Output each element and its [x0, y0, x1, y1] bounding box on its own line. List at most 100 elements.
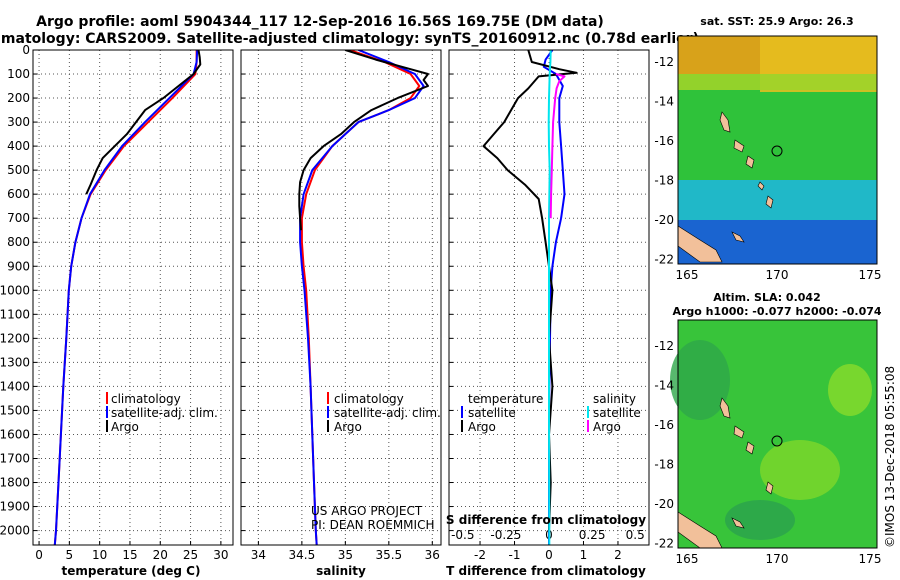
x-tick-label: 15 [122, 548, 137, 562]
legend-temp-satellite: satellite [468, 406, 516, 420]
legend-climatology: climatology [334, 392, 404, 406]
legend-satellite-adj: satellite-adj. clim. [111, 406, 218, 420]
y-tick-label: 200 [7, 91, 30, 105]
map-y-tick-label: -16 [654, 134, 674, 148]
x-tick-label: 35 [338, 548, 353, 562]
x2-tick-label: -0.25 [490, 528, 521, 542]
map-x-tick-label: 170 [766, 552, 789, 566]
figure-title-line2: Climatology: CARS2009. Satellite-adjuste… [0, 31, 699, 47]
y-tick-label: 700 [7, 211, 30, 225]
island [719, 111, 731, 133]
map-x-tick-label: 170 [766, 268, 789, 282]
y-tick-label: 900 [7, 259, 30, 273]
y-tick-label: 300 [7, 115, 30, 129]
legend-sal-argo: Argo [593, 420, 621, 434]
plot-frame [448, 49, 650, 546]
map-y-tick-label: -14 [654, 379, 674, 393]
temperature-xlabel: temperature (deg C) [62, 564, 201, 578]
credit-line2: PI: DEAN ROEMMICH [311, 518, 434, 532]
map-y-tick-label: -12 [654, 55, 674, 69]
island [765, 481, 774, 495]
x-tick-label: 20 [153, 548, 168, 562]
y-tick-label: 1800 [0, 476, 30, 490]
x-tick-label: 30 [213, 548, 228, 562]
sla-map-frame [677, 319, 878, 549]
map-y-tick-label: -20 [654, 497, 674, 511]
x-tick-label: -2 [474, 548, 486, 562]
plot-frame [32, 49, 234, 546]
island [733, 139, 745, 153]
plot-area [241, 50, 441, 545]
x-tick-label: 10 [92, 548, 107, 562]
island [745, 155, 755, 169]
legend-argo: Argo [111, 420, 139, 434]
x-tick-label: 35.5 [375, 548, 402, 562]
island [731, 231, 745, 243]
difference-legend: temperature satellite Argo salinity sate… [461, 392, 641, 434]
y-tick-label: 500 [7, 163, 30, 177]
sla-high-patch [828, 364, 872, 416]
x-tick-label: 36 [425, 548, 440, 562]
sst-map-frame [677, 35, 878, 265]
x-tick-label: 1 [580, 548, 588, 562]
x-tick-label: 0 [545, 548, 553, 562]
s-difference-label: S difference from climatology [446, 513, 646, 527]
x2-tick-label: 0.5 [626, 528, 645, 542]
map-x-tick-label: 165 [676, 268, 699, 282]
x2-tick-label: -0.5 [451, 528, 474, 542]
y-tick-label: 1900 [0, 500, 30, 514]
y-tick-label: 0 [22, 43, 30, 57]
x-tick-label: 0 [35, 548, 43, 562]
difference-xlabel: T difference from climatology [446, 564, 646, 578]
legend-climatology: climatology [111, 392, 181, 406]
island [731, 517, 745, 529]
y-tick-label: 1700 [0, 451, 30, 465]
series-line-salinity-argo [549, 73, 566, 219]
temperature-legend: climatology satellite-adj. clim. Argo [106, 392, 218, 434]
y-tick-label: 1300 [0, 355, 30, 369]
sla-low-patch [670, 340, 730, 420]
x-tick-label: 25 [183, 548, 198, 562]
temperature-panel: 0 5 10 15 20 25 30 [32, 49, 234, 562]
y-tick-label: 1000 [0, 283, 30, 297]
sst-map-title: sat. SST: 25.9 Argo: 26.3 [700, 15, 853, 28]
y-tick-label: 2000 [0, 524, 30, 538]
figure-title-line1: Argo profile: aoml 5904344_117 12-Sep-20… [36, 14, 604, 30]
x-tick-label: 2 [614, 548, 622, 562]
sst-transition-band [678, 74, 877, 90]
series-line-salinity-satellite [547, 50, 552, 545]
sla-map-title-line2: Argo h1000: -0.077 h2000: -0.074 [672, 305, 881, 318]
y-tick-label: 1100 [0, 307, 30, 321]
legend-satellite-adj: satellite-adj. clim. [334, 406, 441, 420]
map-y-tick-label: -22 [654, 253, 674, 267]
legend-temperature: temperature [468, 392, 543, 406]
y-tick-label: 400 [7, 139, 30, 153]
plot-area [33, 50, 233, 545]
map-y-tick-label: -18 [654, 458, 674, 472]
map-y-tick-label: -22 [654, 537, 674, 551]
island [719, 397, 731, 419]
island [733, 425, 745, 439]
y-tick-label: 800 [7, 235, 30, 249]
map-y-tick-label: -20 [654, 213, 674, 227]
salinity-panel: 34 34.5 35 35.5 36 [240, 49, 442, 562]
series-line-argo [85, 50, 202, 195]
map-x-tick-label: 175 [859, 552, 882, 566]
x-tick-label: -1 [509, 548, 521, 562]
depth-axis: 0 100 200 300 400 500 600 700 800 900 1000 1100 1200… [0, 43, 30, 538]
y-tick-label: 100 [7, 67, 30, 81]
plot-frame [240, 49, 442, 546]
y-tick-label: 1500 [0, 403, 30, 417]
island [757, 181, 765, 191]
salinity-xlabel: salinity [316, 564, 366, 578]
y-tick-label: 1200 [0, 331, 30, 345]
map-y-tick-label: -12 [654, 339, 674, 353]
legend-sal-satellite: satellite [593, 406, 641, 420]
argo-location-marker [771, 435, 783, 447]
imos-side-label: ©IMOS 13-Dec-2018 05:55:08 [883, 366, 897, 548]
y-tick-label: 1400 [0, 379, 30, 393]
map-y-tick-label: -16 [654, 418, 674, 432]
series-line-satellite-adj-clim- [53, 50, 199, 545]
y-tick-label: 600 [7, 187, 30, 201]
